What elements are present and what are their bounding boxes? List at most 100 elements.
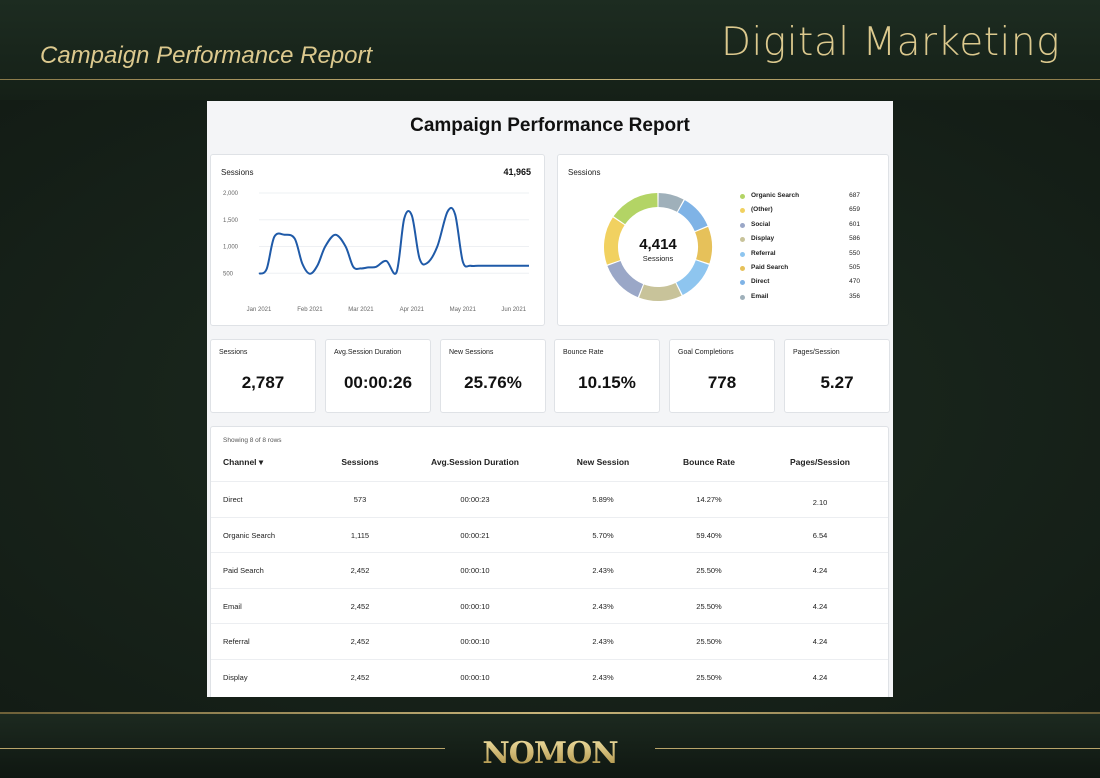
kpi-label: Bounce Rate [563,349,604,356]
table-cell: 25.50% [696,601,722,611]
table-cell: Direct [223,495,243,504]
table-cell: 573 [353,495,367,504]
table-row: Display 2,452 00:00:10 2.43% 25.50% 4.24 [211,658,888,695]
x-tick-label: Jun 2021 [501,307,526,313]
dashboard-title: Campaign Performance Report [410,115,690,136]
legend-label: Referral [751,249,776,257]
table-cell: 1,115 [350,530,370,540]
legend-item: Email 356 [740,293,860,303]
table-cell: 5.70% [592,530,614,540]
kpi-label: New Sessions [449,349,494,356]
table-cell: 4.24 [812,566,828,575]
donut-slice-direct [677,200,708,232]
nomon-logo: NOMON [482,736,619,771]
sessions-donut-panel: Sessions 4,414 Sessions Organic Search 687… [557,154,889,326]
table-cell: 2,452 [350,672,370,682]
legend-swatch [740,208,745,214]
legend-value: 586 [849,235,860,243]
donut-slice-paid-search [694,226,712,264]
legend-label: Email [751,292,769,300]
kpi-card: Bounce Rate 10.15% [554,339,660,413]
kpi-label: Goal Completions [678,349,734,356]
y-tick-label: 500 [223,271,234,277]
kpi-value: 10.15% [578,373,636,392]
table-cell: 4.24 [812,637,828,646]
legend-item: Direct 470 [740,278,860,288]
legend-value: 687 [849,192,860,199]
kpi-label: Avg.Session Duration [334,349,402,356]
footer-line-right [655,748,1100,749]
table-cell: 00:00:23 [460,495,490,504]
table-cell: 14.27% [696,495,722,504]
line-panel-label: Sessions [221,168,254,177]
slide-title: Digital Marketing [720,20,1060,65]
column-header[interactable]: Bounce Rate [683,457,735,467]
legend-item: (Other) 659 [740,206,860,216]
legend-item: Referral 550 [740,250,860,260]
legend-swatch [740,266,745,271]
table-cell: 25.50% [696,566,722,575]
legend-label: (Other) [751,206,773,214]
table-cell: 2.43% [592,672,614,682]
sessions-line-chart: 2,000 1,500 1,000 500 Jan 2021 Feb 2021 Mar 20… [223,191,529,313]
x-tick-label: Apr 2021 [400,307,425,313]
legend-item: Paid Search 505 [740,264,860,274]
legend-value: 550 [849,249,860,257]
legend-label: Paid Search [751,264,789,271]
table-cell: 25.50% [696,672,722,682]
y-tick-label: 2,000 [223,191,239,197]
table-cell: 2.43% [592,637,614,646]
table-cell: 00:00:10 [460,601,490,611]
donut-slice-display [639,282,682,301]
x-tick-label: Feb 2021 [297,307,323,313]
donut-center-value: 4,414 [639,236,677,253]
donut-slice-email [658,193,684,212]
slide-subtitle: Campaign Performance Report [40,42,373,69]
legend-swatch [740,294,745,300]
y-tick-label: 1,000 [223,245,239,251]
kpi-value: 2,787 [241,373,285,392]
column-header[interactable]: Avg.Session Duration [430,457,520,467]
table-row: Direct 573 00:00:23 5.89% 14.27% 2.10 [211,481,888,517]
table-cell: 00:00:10 [460,566,490,575]
column-header[interactable]: Pages/Session [789,457,851,467]
table-cell: 4.24 [812,601,828,611]
donut-slice-other [604,217,625,265]
kpi-card: Avg.Session Duration 00:00:26 [325,339,431,413]
table-cell: 5.89% [592,495,614,504]
table-cell: 00:00:10 [460,672,490,682]
column-header[interactable]: New Session [576,457,630,467]
legend-swatch [740,280,745,286]
logo-wordmark: NOMON [482,736,618,771]
legend-label: Organic Search [751,192,800,199]
column-header[interactable]: Sessions [341,457,379,467]
table-row: Email 2,452 00:00:10 2.43% 25.50% 4.24 [211,587,888,624]
legend-value: 505 [849,264,860,271]
kpi-card: Pages/Session 5.27 [784,339,890,413]
legend-label: Display [751,235,775,243]
legend-label: Direct [751,278,770,286]
table-cell: 2,452 [350,637,370,646]
footer-divider [0,712,1100,714]
donut-center-label: Sessions [643,254,674,263]
x-tick-label: May 2021 [450,307,477,313]
donut-slice-referral [676,259,709,295]
legend-swatch [740,194,745,199]
table-cell: 2.10 [812,498,828,507]
kpi-card: Sessions 2,787 [210,339,316,413]
kpi-card: New Sessions 25.76% [440,339,546,413]
table-cell: 00:00:10 [460,637,490,646]
table-cell: 59.40% [696,530,722,540]
channel-table: Showing 8 of 8 rows Channel ▾ Sessions Avg… [210,426,889,697]
kpi-label: Sessions [219,349,248,356]
rows-count-note: Showing 8 of 8 rows [223,437,282,444]
series-line-sessions [258,206,529,275]
kpi-value: 25.76% [464,373,522,392]
sort-channel-header[interactable]: Channel ▾ [223,457,263,468]
slide-footer [0,712,1100,778]
x-tick-label: Mar 2021 [348,307,374,313]
table-row: Referral 2,452 00:00:10 2.43% 25.50% 4.24 [211,623,888,659]
table-cell: 00:00:21 [460,530,490,540]
slide-header [0,0,1100,100]
